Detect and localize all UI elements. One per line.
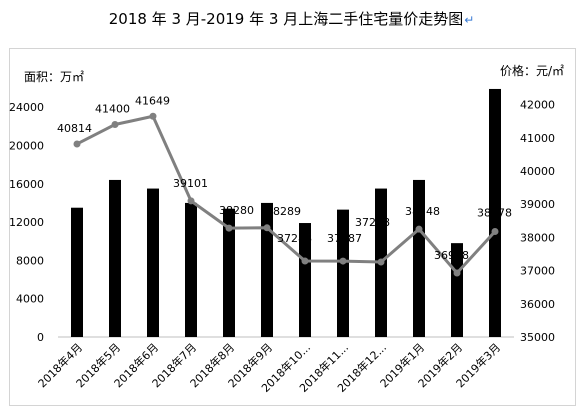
price-label-10: 38248: [405, 205, 440, 218]
y2-tick-label: 41000: [520, 132, 555, 145]
bar-10: [413, 179, 425, 337]
price-label-3: 41649: [135, 94, 170, 107]
y-tick-label: 8000: [16, 254, 44, 267]
bar-3: [147, 188, 159, 337]
price-label-4: 39101: [173, 177, 208, 190]
y2-tick-label: 42000: [520, 99, 555, 112]
y-axis-label: 面积：万㎡: [24, 70, 84, 84]
price-point-7: [301, 257, 309, 265]
y-tick-label: 24000: [9, 101, 44, 114]
price-line: [76, 114, 497, 275]
price-point-5: [225, 224, 233, 232]
bar-11: [451, 243, 463, 337]
y2-tick-label: 40000: [520, 165, 555, 178]
price-label-2: 41400: [95, 103, 130, 116]
y2-tick-label: 39000: [520, 198, 555, 211]
bar-4: [185, 202, 197, 337]
y2-axis-label: 价格：元/㎡: [500, 63, 564, 78]
chart-frame: [9, 48, 576, 406]
price-label-1: 40814: [57, 122, 92, 135]
y-tick-label: 4000: [16, 293, 44, 306]
price-point-8: [339, 257, 347, 265]
y2-tick-label: 37000: [520, 265, 555, 278]
price-label-8: 37287: [327, 232, 362, 245]
price-point-4: [187, 197, 195, 205]
return-mark: ↵: [464, 13, 475, 27]
price-point-6: [263, 224, 271, 232]
price-label-6: 38289: [266, 205, 301, 218]
price-label-7: 37288: [277, 232, 312, 245]
y-tick-label: 16000: [9, 178, 44, 191]
price-label-11: 36928: [434, 249, 469, 262]
price-point-10: [415, 225, 423, 233]
y-tick-label: 20000: [9, 139, 44, 152]
chart-title-text: 2018 年 3 月-2019 年 3 月上海二手住宅量价走势图: [108, 10, 464, 28]
price-point-3: [149, 112, 157, 120]
bar-6: [261, 202, 273, 337]
price-point-12: [491, 227, 499, 235]
y-tick-label: 0: [37, 331, 44, 344]
price-label-5: 38280: [219, 204, 254, 217]
bar-1: [71, 207, 83, 337]
y-tick-label: 12000: [9, 216, 44, 229]
bar-8: [337, 209, 349, 337]
bar-12: [489, 88, 501, 337]
chart-title: 2018 年 3 月-2019 年 3 月上海二手住宅量价走势图↵: [0, 8, 583, 29]
price-point-11: [453, 269, 461, 277]
bar-7: [299, 223, 311, 337]
price-label-9: 37258: [355, 216, 390, 229]
y2-tick-label: 36000: [520, 298, 555, 311]
price-point-9: [377, 258, 385, 266]
price-point-1: [73, 140, 81, 148]
bar-2: [109, 179, 121, 337]
price-label-12: 38178: [477, 206, 512, 219]
y2-tick-label: 38000: [520, 231, 555, 244]
price-point-2: [111, 121, 119, 129]
bar-5: [223, 208, 235, 337]
y2-tick-label: 35000: [520, 331, 555, 344]
